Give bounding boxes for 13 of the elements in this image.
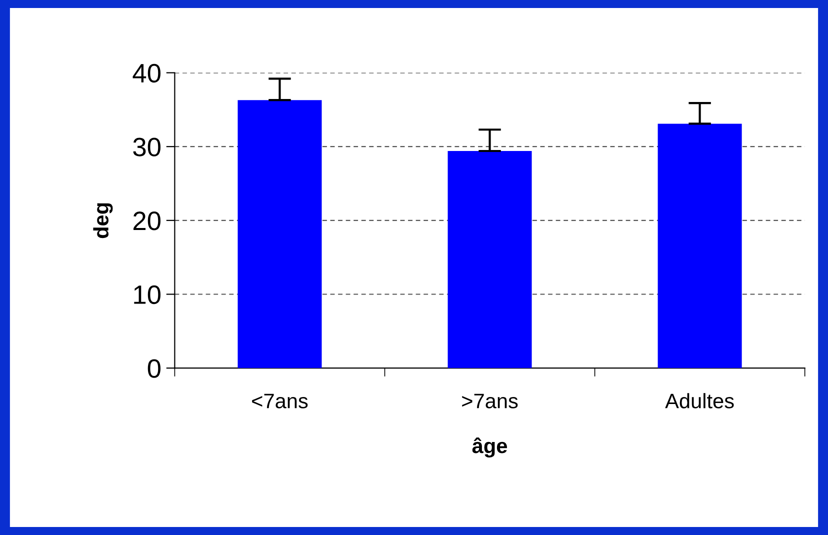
y-tick-label: 20 xyxy=(133,212,160,230)
bar xyxy=(238,100,322,368)
x-tick-label: >7ans xyxy=(462,394,518,408)
y-tick-label: 40 xyxy=(132,64,160,83)
x-tick-label: Adultes xyxy=(665,393,734,408)
bar xyxy=(448,151,532,368)
y-tick-label: 30 xyxy=(133,138,160,156)
x-axis-title: âge xyxy=(472,438,507,458)
y-tick-label: 0 xyxy=(148,359,160,378)
y-axis-title: deg xyxy=(93,203,113,238)
y-tick-label: 10 xyxy=(134,285,160,304)
x-tick-label: <7ans xyxy=(252,394,308,408)
bar xyxy=(658,124,742,368)
